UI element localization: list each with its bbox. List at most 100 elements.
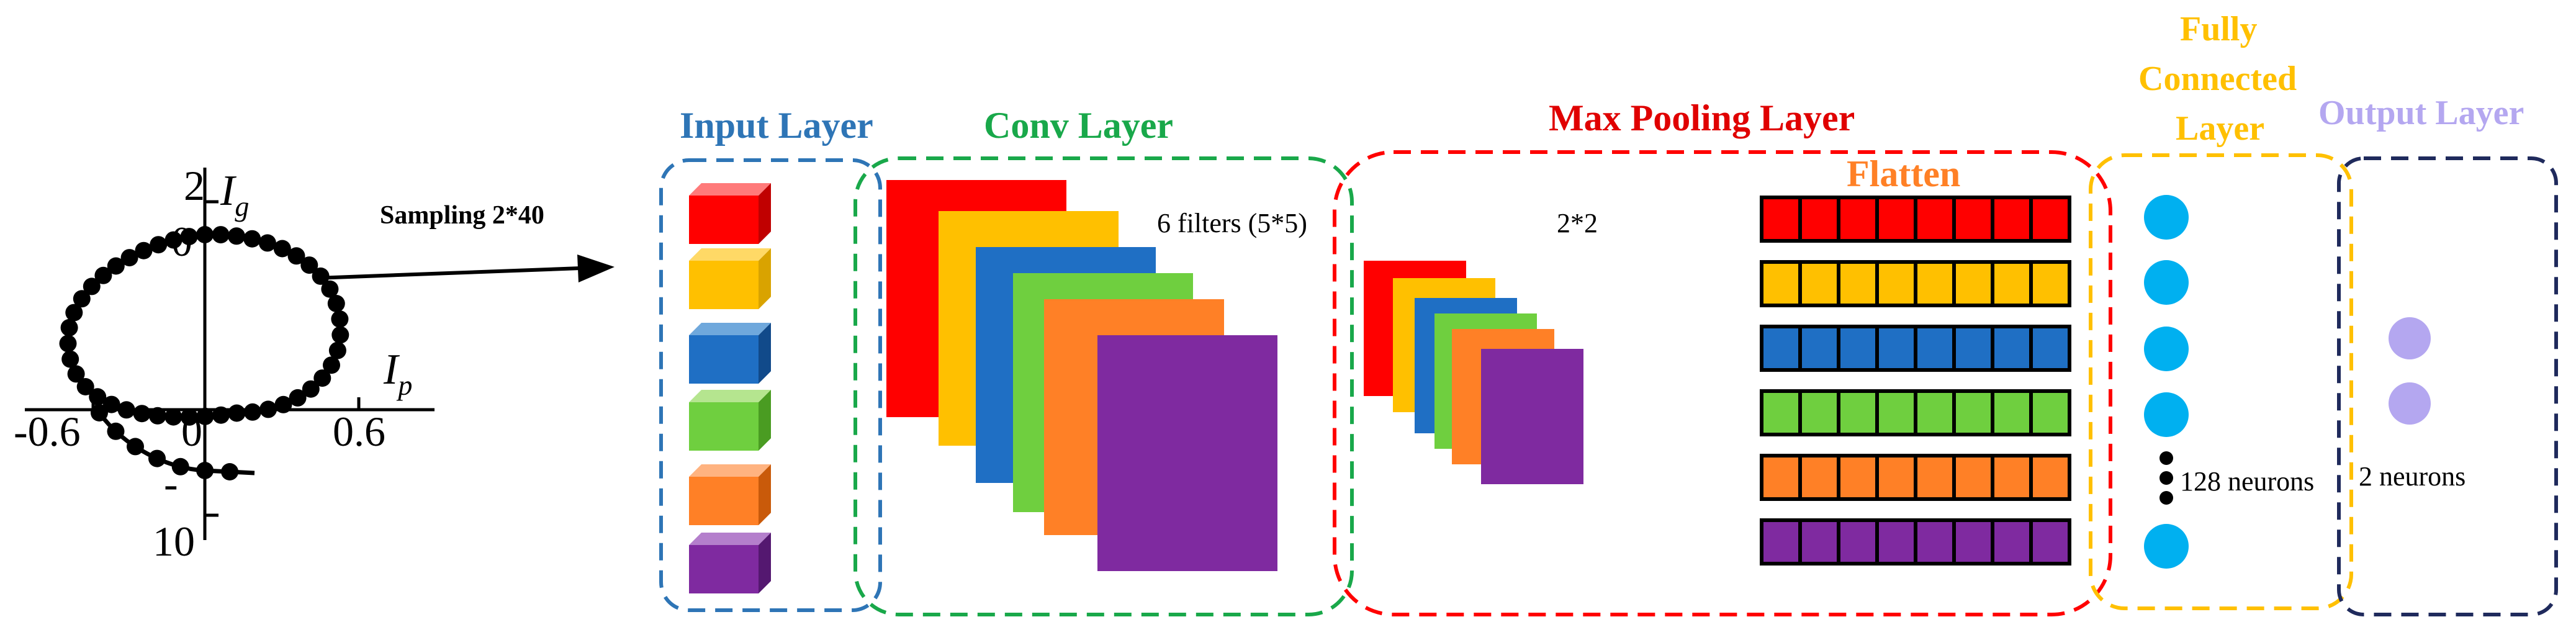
- input-cube-green-side: [759, 390, 771, 451]
- flatten-row-green: [1760, 389, 2071, 436]
- trajectory-sample-points: [59, 226, 349, 480]
- pool-map-purple: [1481, 349, 1583, 484]
- flatten-cell: [1760, 260, 1802, 307]
- trajectory-point: [171, 457, 189, 475]
- trajectory-point: [243, 403, 261, 421]
- flatten-cell: [1952, 389, 1994, 436]
- fc-layer-box: [2089, 153, 2353, 610]
- trajectory-point: [287, 247, 305, 265]
- input-cube-orange-top: [689, 464, 771, 477]
- input-cube-purple: [689, 533, 771, 593]
- flatten-cell: [2029, 325, 2071, 372]
- output-neuron: [2389, 382, 2431, 425]
- y-tick-label-top: 2: [184, 162, 205, 209]
- trajectory-point: [150, 236, 168, 254]
- conv-layer-box: [853, 156, 1354, 616]
- trajectory-point: [181, 408, 198, 426]
- input-cube-blue: [689, 323, 771, 384]
- sampling-arrow-line: [316, 266, 581, 280]
- flatten-cell: [1875, 325, 1917, 372]
- trajectory-point: [327, 295, 345, 312]
- y-tick-label-bottom: 10: [153, 518, 195, 565]
- fc-neuron: [2144, 524, 2189, 569]
- input-cube-blue-front: [689, 335, 759, 384]
- flatten-row-red: [1760, 196, 2071, 243]
- flatten-cell: [1760, 518, 1802, 566]
- trajectory-point: [212, 406, 230, 424]
- input-cube-green-top: [689, 390, 771, 402]
- trajectory-point: [323, 356, 340, 374]
- flatten-cell: [1952, 196, 1994, 243]
- trajectory-point: [321, 280, 339, 298]
- trajectory-point: [259, 400, 277, 418]
- flatten-cell: [1875, 518, 1917, 566]
- conv-layer-title: Conv Layer: [984, 105, 1173, 146]
- trajectory-plot: 2 0 - 10 -0.6 0 0.6 Ig Ip: [14, 162, 435, 565]
- trajectory-point: [65, 304, 83, 322]
- trajectory-point: [164, 231, 182, 249]
- input-layer-title: Input Layer: [680, 105, 873, 146]
- trajectory-point: [67, 365, 85, 383]
- fc-neuron: [2144, 327, 2189, 371]
- flatten-cell: [1875, 196, 1917, 243]
- sampling-arrow-head: [577, 255, 615, 282]
- trajectory-point: [107, 257, 125, 275]
- fc-neuron: [2144, 392, 2189, 437]
- input-cube-red: [689, 183, 771, 244]
- input-cube-orange-side: [759, 464, 771, 525]
- trajectory-point: [228, 227, 245, 245]
- input-cube-purple-front: [689, 545, 759, 593]
- input-cube-green: [689, 390, 771, 451]
- trajectory-point: [212, 226, 230, 244]
- fc-ellipsis-dot: [2159, 451, 2173, 465]
- flatten-cell: [2029, 454, 2071, 501]
- fc-layer-title-line3: Layer: [2176, 109, 2264, 148]
- trajectory-point: [273, 240, 291, 258]
- flatten-cell: [1798, 196, 1840, 243]
- conv-map-purple: [1097, 335, 1277, 571]
- input-cube-green-front: [689, 402, 759, 451]
- flatten-cell: [1991, 518, 2033, 566]
- flatten-cell: [1798, 454, 1840, 501]
- trajectory-point: [60, 318, 78, 336]
- input-layer-box: [659, 158, 882, 612]
- trajectory-point: [117, 401, 135, 419]
- input-cube-red-side: [759, 183, 771, 244]
- trajectory-point: [258, 234, 276, 252]
- flatten-cell: [1798, 260, 1840, 307]
- trajectory-point: [243, 230, 261, 248]
- input-cube-blue-top: [689, 323, 771, 335]
- input-cube-purple-top: [689, 533, 771, 545]
- input-cube-yellow-front: [689, 261, 759, 309]
- flatten-cell: [1914, 454, 1956, 501]
- flatten-cell: [1837, 389, 1879, 436]
- trajectory-point: [59, 335, 77, 353]
- trajectory-point: [331, 326, 349, 344]
- flatten-cell: [1798, 518, 1840, 566]
- flatten-cell: [1798, 389, 1840, 436]
- flatten-cell: [1760, 196, 1802, 243]
- flatten-cell: [1837, 325, 1879, 372]
- trajectory-point: [331, 310, 349, 328]
- y-axis-symbol: Ig: [220, 167, 249, 222]
- flatten-row-blue: [1760, 325, 2071, 372]
- fc-neurons-label: 128 neurons: [2180, 466, 2314, 497]
- trajectory-point: [127, 438, 144, 456]
- input-cube-orange: [689, 464, 771, 525]
- flatten-cell: [1760, 389, 1802, 436]
- flatten-cell: [1760, 325, 1802, 372]
- maxpool-layer-title: Max Pooling Layer: [1549, 97, 1855, 138]
- flatten-cell: [1875, 260, 1917, 307]
- trajectory-point: [83, 277, 101, 295]
- flatten-cell: [1952, 260, 1994, 307]
- input-cube-orange-front: [689, 477, 759, 525]
- flatten-cell: [1837, 260, 1879, 307]
- flatten-cell: [1952, 325, 1994, 372]
- trajectory-point: [61, 350, 79, 368]
- trajectory-point: [89, 388, 107, 406]
- fc-layer-title-line1: Fully: [2180, 10, 2257, 48]
- input-cube-blue-side: [759, 323, 771, 384]
- trajectory-point: [313, 369, 331, 387]
